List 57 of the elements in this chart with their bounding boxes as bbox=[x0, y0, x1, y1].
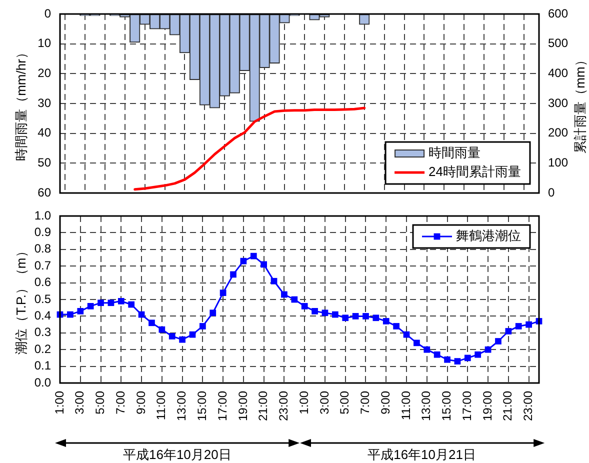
text: 平成16年10月21日 bbox=[368, 447, 476, 462]
y-tick-label: 1.0 bbox=[34, 208, 52, 222]
x-tick-label: 1:00 bbox=[296, 390, 311, 414]
y-tick-label: 0.1 bbox=[34, 358, 52, 373]
legend-label: 時間雨量 bbox=[428, 145, 481, 160]
x-tick-label: 3:00 bbox=[72, 390, 87, 414]
x-tick-label: 11:00 bbox=[154, 390, 168, 420]
x-tick-label: 1:00 bbox=[52, 390, 66, 414]
y-tick-label: 0.9 bbox=[34, 225, 52, 240]
y-tick-label: 0.6 bbox=[34, 275, 52, 290]
y-tick-label: 0.5 bbox=[34, 292, 52, 306]
x-tick-label: 7:00 bbox=[358, 390, 372, 414]
x-tick-label: 9:00 bbox=[134, 390, 148, 414]
y2-tick-label: 200 bbox=[548, 126, 568, 140]
y2-tick-label: 500 bbox=[548, 36, 568, 50]
y-tick-label: 20 bbox=[38, 66, 52, 80]
y-tick-label: 0 bbox=[44, 6, 52, 20]
y2-axis-title: 累計雨量（mm） bbox=[572, 54, 588, 154]
y-tick-label: 40 bbox=[38, 126, 52, 140]
y-tick-label: 0.7 bbox=[34, 258, 52, 272]
x-tick-label: 9:00 bbox=[378, 390, 392, 414]
legend-label: 24時間累計雨量 bbox=[428, 164, 522, 180]
y2-tick-label: 100 bbox=[548, 155, 568, 170]
x-tick-label: 3:00 bbox=[317, 390, 332, 414]
x-tick-label: 5:00 bbox=[338, 390, 352, 414]
y-tick-label: 60 bbox=[38, 185, 52, 200]
y-axis-title: 時間雨量（mm/hr） bbox=[14, 46, 29, 161]
x-tick-label: 21:00 bbox=[500, 390, 515, 422]
x-tick-label: 23:00 bbox=[276, 390, 291, 422]
y-tick-label: 0.4 bbox=[34, 308, 52, 323]
x-tick-label: 21:00 bbox=[256, 390, 270, 422]
y2-tick-label: 0 bbox=[548, 185, 555, 200]
x-tick-label: 15:00 bbox=[194, 390, 209, 422]
x-tick-label: 15:00 bbox=[440, 390, 454, 422]
x-tick-label: 13:00 bbox=[174, 390, 189, 422]
x-tick-label: 17:00 bbox=[215, 390, 230, 422]
legend-label: 舞鶴港潮位 bbox=[456, 228, 521, 244]
x-tick-label: 19:00 bbox=[480, 390, 494, 422]
y-tick-label: 10 bbox=[38, 36, 52, 50]
y2-tick-label: 300 bbox=[548, 96, 568, 110]
text: 平成16年10月20日 bbox=[122, 447, 232, 462]
y2-tick-label: 400 bbox=[548, 66, 568, 80]
y-tick-label: 0.3 bbox=[34, 325, 52, 340]
x-tick-label: 13:00 bbox=[419, 390, 434, 422]
y-tick-label: 0.8 bbox=[34, 242, 52, 256]
y-tick-label: 0.0 bbox=[34, 375, 52, 390]
y-tick-label: 50 bbox=[38, 155, 52, 170]
x-tick-label: 5:00 bbox=[93, 390, 108, 414]
x-tick-label: 11:00 bbox=[398, 390, 413, 420]
y-tick-label: 0.2 bbox=[34, 342, 52, 356]
x-tick-label: 23:00 bbox=[521, 390, 536, 422]
y2-tick-label: 600 bbox=[548, 6, 568, 20]
x-tick-label: 17:00 bbox=[460, 390, 474, 422]
x-tick-label: 19:00 bbox=[236, 390, 250, 422]
x-tick-label: 7:00 bbox=[113, 390, 128, 414]
y-axis-title: 潮位（T.P.）（m） bbox=[14, 244, 29, 354]
y-tick-label: 30 bbox=[38, 96, 52, 110]
